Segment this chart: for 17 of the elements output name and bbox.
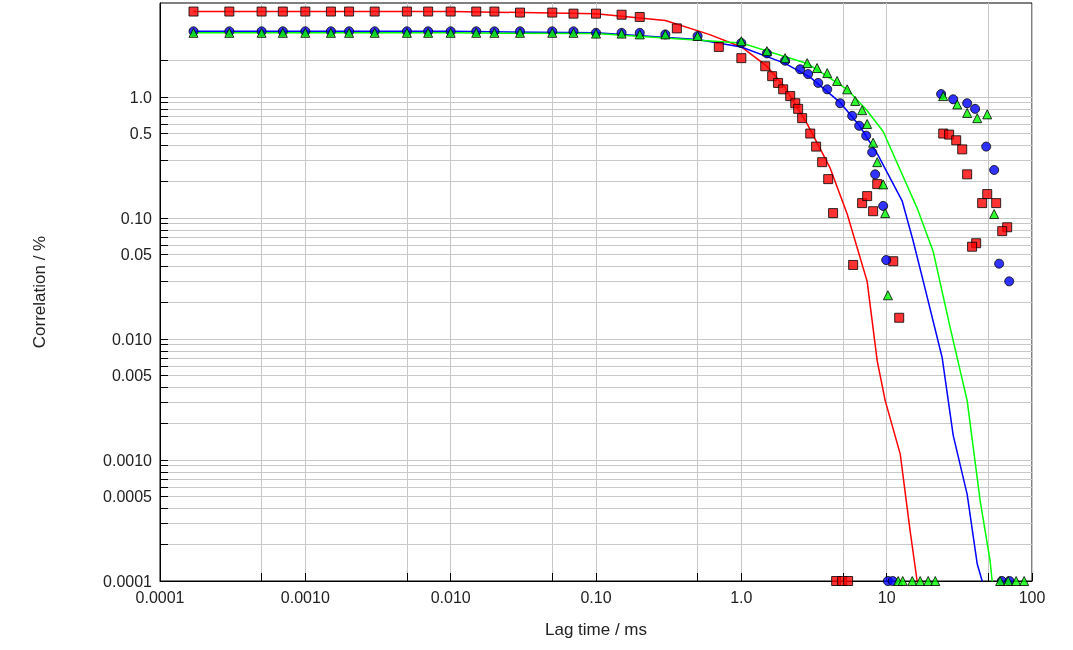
x-axis-title: Lag time / ms xyxy=(544,620,648,639)
x-tick-label: 100 xyxy=(1018,588,1046,606)
x-tick-label: 10 xyxy=(877,588,896,606)
x-tick-label: 0.0010 xyxy=(280,588,330,606)
x-tick-label: 1.0 xyxy=(730,588,753,606)
x-tick-label: 0.10 xyxy=(580,588,612,606)
y-axis-title: Correlation / % xyxy=(30,235,49,349)
y-tick-label: 0.0001 xyxy=(103,572,153,590)
y-tick-label: 0.005 xyxy=(111,366,153,384)
y-tick-label: 0.10 xyxy=(120,209,153,227)
x-tick-label: 0.010 xyxy=(430,588,471,606)
y-tick-label: 0.0005 xyxy=(103,487,153,505)
y-tick-label: 1.0 xyxy=(129,88,153,106)
y-tick-label: 0.010 xyxy=(111,330,153,348)
y-tick-label: 0.0010 xyxy=(103,451,153,469)
y-tick-label: 0.05 xyxy=(120,246,153,264)
y-tick-label: 0.5 xyxy=(129,125,153,143)
